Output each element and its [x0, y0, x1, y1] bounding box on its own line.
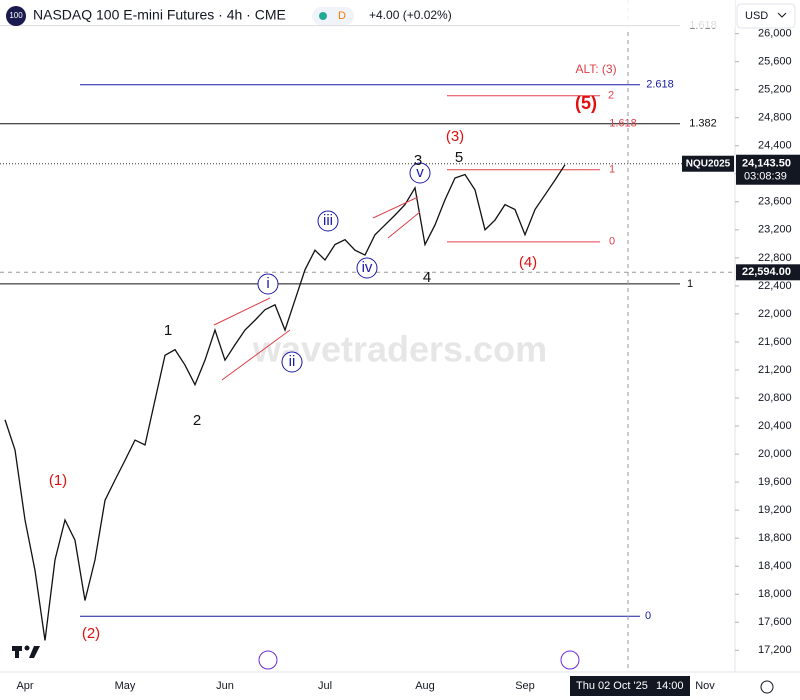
- wave-circle: [257, 273, 279, 295]
- crosshair-date: Thu 02 Oct '25: [576, 680, 648, 692]
- y-tick-label: 20,800: [758, 392, 792, 404]
- y-tick-label: 19,200: [758, 504, 792, 516]
- fib-level-label: 2: [608, 90, 614, 102]
- crosshair-price-tag: [736, 264, 800, 281]
- y-tick-label: 25,200: [758, 84, 792, 96]
- wave-label: iv: [362, 259, 373, 276]
- y-tick-label: 18,800: [758, 532, 792, 544]
- wave-label: (3): [446, 128, 464, 145]
- symbol-logo: [6, 6, 26, 26]
- x-tick-label: May: [115, 680, 136, 692]
- y-tick-label: 22,800: [758, 252, 792, 264]
- fib-level-label: 0: [609, 236, 615, 248]
- settings-icon[interactable]: [760, 680, 774, 694]
- wave-label: (4): [519, 254, 537, 271]
- wedge-line: [213, 297, 271, 326]
- y-tick-label: 22,400: [758, 280, 792, 292]
- y-tick-label: 24,800: [758, 112, 792, 124]
- fib-level-label: 1.382: [689, 118, 717, 130]
- x-tick-label: Jun: [216, 680, 234, 692]
- y-tick-label: 23,200: [758, 224, 792, 236]
- y-tick-label: 19,600: [758, 476, 792, 488]
- fib-level-label: 2.618: [646, 79, 674, 91]
- currency-label[interactable]: USD: [745, 10, 768, 22]
- y-tick-label: 18,400: [758, 560, 792, 572]
- y-tick-label: 20,400: [758, 420, 792, 432]
- wave-circle: [356, 257, 378, 279]
- dropdown-icon: [777, 12, 787, 18]
- fib-level-label: 0: [645, 610, 651, 622]
- event-icon[interactable]: [258, 650, 278, 670]
- wave-circle: [409, 162, 431, 184]
- wave-label: (2): [82, 625, 100, 642]
- y-tick-label: 20,000: [758, 448, 792, 460]
- status-pill: [312, 7, 354, 25]
- crosshair-date-tag: [570, 676, 690, 696]
- y-tick-label: 22,000: [758, 308, 792, 320]
- header-bar: [0, 0, 735, 28]
- price-change: +4.00 (+0.02%): [369, 8, 452, 22]
- last-price-label: 24,143.50: [742, 158, 791, 170]
- tv-logo: [12, 645, 40, 658]
- wave-label: 4: [423, 269, 431, 286]
- fib-level-label: 1: [687, 278, 693, 290]
- x-tick-label: Nov: [695, 680, 715, 692]
- y-tick-label: 25,600: [758, 56, 792, 68]
- x-tick-label: Jul: [318, 680, 332, 692]
- symbol-title[interactable]: NASDAQ 100 E-mini Futures · 4h · CME: [33, 7, 286, 23]
- wave-label: (1): [49, 472, 67, 489]
- wave-label: 5: [455, 149, 463, 166]
- y-tick-label: 21,600: [758, 336, 792, 348]
- fib-level-label: 1.618: [609, 118, 637, 130]
- x-tick-label: Apr: [16, 680, 33, 692]
- wave-label: v: [416, 164, 424, 181]
- currency-button[interactable]: [736, 3, 796, 29]
- y-tick-label: 26,000: [758, 28, 792, 40]
- y-tick-label: 18,000: [758, 588, 792, 600]
- wave-label: 2: [193, 412, 201, 429]
- wedge-line: [387, 211, 421, 239]
- symbol-logo-text: 100: [9, 11, 23, 20]
- wave-label: ALT: (3): [575, 62, 616, 76]
- y-tick-label: 17,600: [758, 616, 792, 628]
- x-tick-label: Aug: [415, 680, 435, 692]
- y-tick-label: 21,200: [758, 364, 792, 376]
- countdown-label: 03:08:39: [744, 171, 787, 183]
- last-price-symbol: NQU2025: [686, 158, 731, 169]
- wave-circle: [317, 210, 339, 232]
- wave-label: 1: [164, 322, 172, 339]
- crosshair-time: 14:00: [656, 680, 684, 692]
- y-tick-label: 17,200: [758, 644, 792, 656]
- mode-badge: D: [338, 10, 346, 22]
- wave-label: iii: [323, 212, 333, 229]
- x-tick-label: Sep: [515, 680, 535, 692]
- wave-circle: [281, 351, 303, 373]
- wedge-line: [372, 196, 419, 219]
- status-dot: [319, 12, 327, 20]
- fib-level-label: 1: [609, 164, 615, 176]
- event-icon[interactable]: [560, 650, 580, 670]
- wave-label: ii: [289, 353, 296, 370]
- wave-label: (5): [575, 93, 597, 113]
- wedge-line: [221, 329, 291, 381]
- wave-label: i: [266, 275, 269, 292]
- last-price-symbol-tag: [682, 155, 734, 172]
- wave-label: 3: [414, 152, 422, 169]
- price-line: [4, 164, 566, 641]
- crosshair-price-label: 22,594.00: [742, 266, 791, 278]
- y-tick-label: 23,600: [758, 196, 792, 208]
- y-tick-label: 24,400: [758, 140, 792, 152]
- last-price-tag: [736, 154, 800, 185]
